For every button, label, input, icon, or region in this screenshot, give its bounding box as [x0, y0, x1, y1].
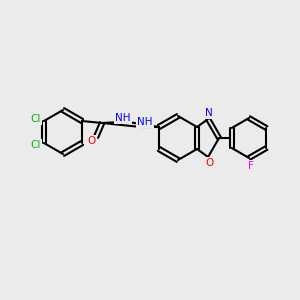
Text: Cl: Cl [31, 140, 41, 150]
Text: O: O [87, 136, 95, 146]
Text: O: O [205, 158, 213, 168]
Text: NH: NH [115, 113, 131, 123]
Text: F: F [248, 161, 254, 171]
Text: N: N [205, 108, 213, 118]
Text: Cl: Cl [31, 114, 41, 124]
Text: NH: NH [137, 117, 153, 127]
